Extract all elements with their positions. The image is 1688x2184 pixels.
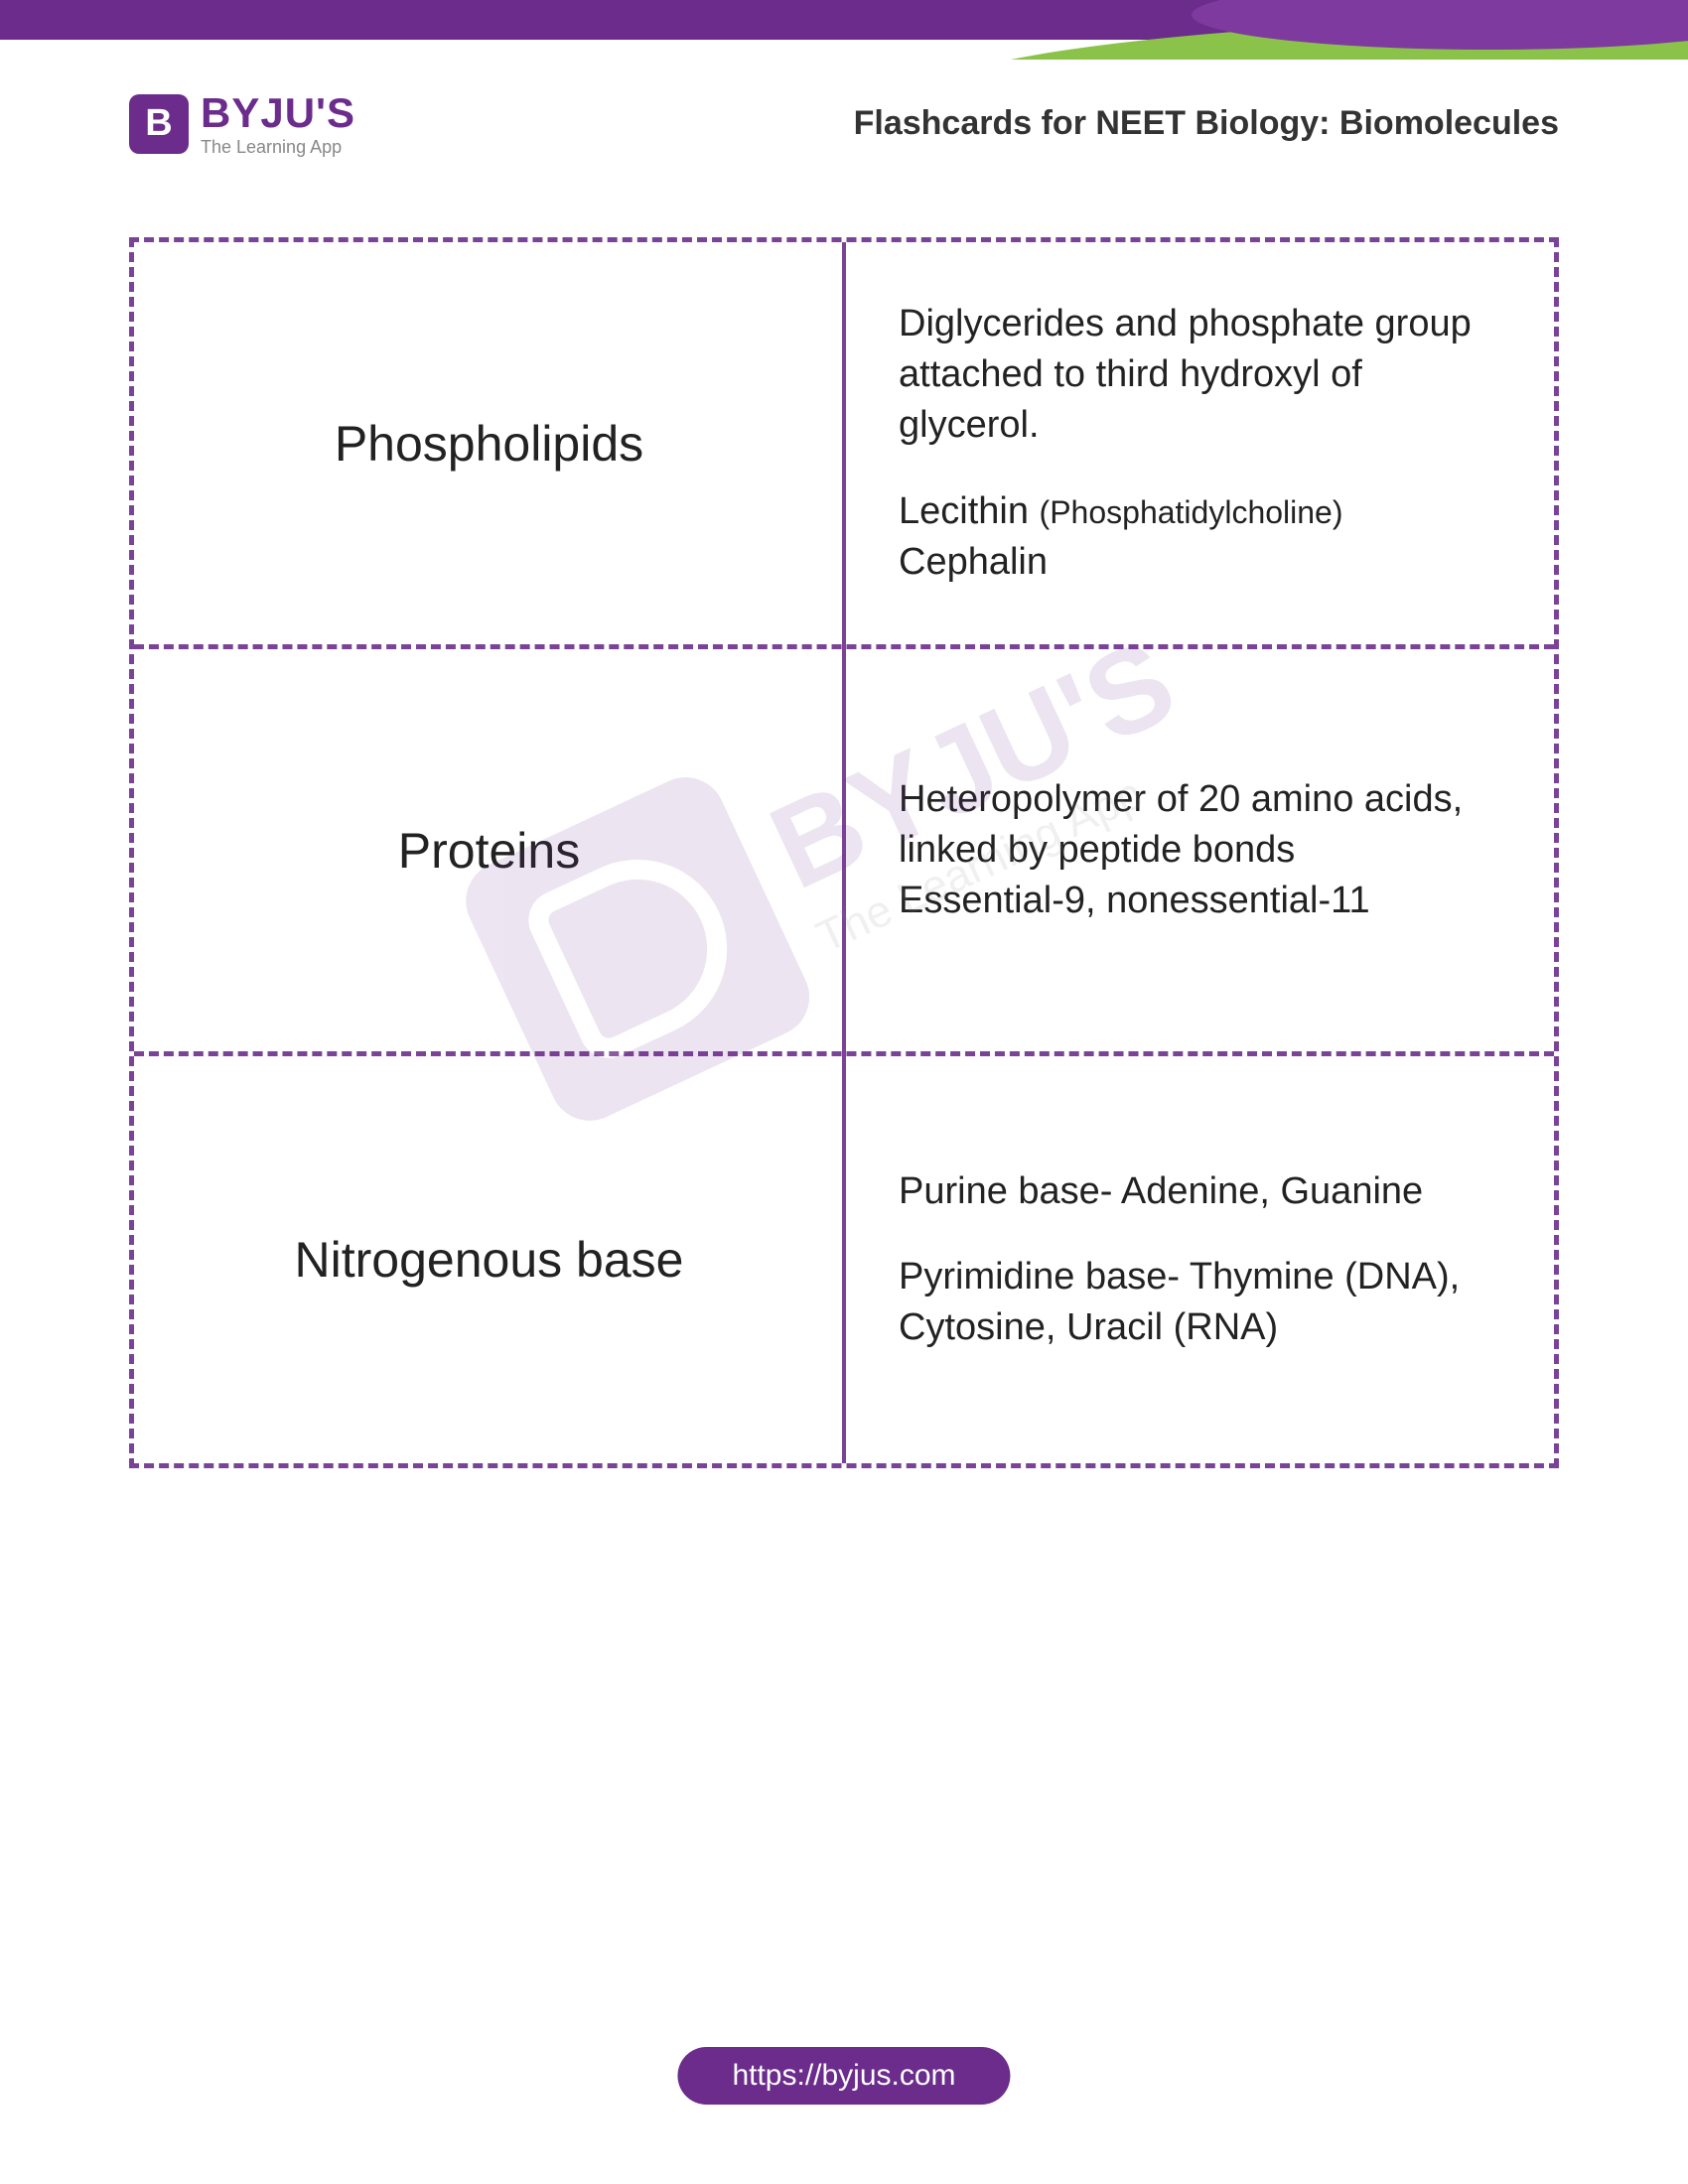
flashcard-definition-cell: Heteropolymer of 20 amino acids, linked …	[844, 649, 1554, 1051]
definition-block: Heteropolymer of 20 amino acids, linked …	[899, 774, 1499, 927]
flashcard-row: Proteins Heteropolymer of 20 amino acids…	[134, 649, 1554, 1056]
byjus-logo: B BYJU'S The Learning App	[129, 89, 355, 158]
page-footer: https://byjus.com	[677, 2047, 1010, 2105]
flashcard-term: Nitrogenous base	[295, 1231, 684, 1289]
logo-icon: B	[129, 94, 189, 154]
logo-tagline: The Learning App	[201, 137, 355, 158]
top-header-bar	[0, 0, 1688, 40]
flashcard-definition-cell: Diglycerides and phosphate group attache…	[844, 242, 1554, 644]
flashcard-row: Nitrogenous base Purine base- Adenine, G…	[134, 1056, 1554, 1463]
definition-block: Pyrimidine base- Thymine (DNA), Cytosine…	[899, 1252, 1499, 1354]
logo-text-block: BYJU'S The Learning App	[201, 89, 355, 158]
page-title: Flashcards for NEET Biology: Biomolecule…	[854, 104, 1559, 143]
header-curve-decoration	[993, 0, 1688, 60]
flashcard-term-cell: Phospholipids	[134, 242, 844, 644]
flashcard-term-cell: Nitrogenous base	[134, 1056, 844, 1463]
flashcard-row: Phospholipids Diglycerides and phosphate…	[134, 242, 1554, 649]
flashcard-definition: Purine base- Adenine, Guanine Pyrimidine…	[899, 1166, 1499, 1354]
definition-block: Diglycerides and phosphate group attache…	[899, 299, 1499, 452]
logo-brand-name: BYJU'S	[201, 89, 355, 137]
flashcard-table: BYJU'S The Learning App Phospholipids Di…	[129, 237, 1559, 1468]
definition-block: Lecithin (Phosphatidylcholine) Cephalin	[899, 486, 1499, 589]
flashcard-definition-cell: Purine base- Adenine, Guanine Pyrimidine…	[844, 1056, 1554, 1463]
definition-block: Purine base- Adenine, Guanine	[899, 1166, 1499, 1217]
flashcard-definition: Heteropolymer of 20 amino acids, linked …	[899, 774, 1499, 927]
page-header: B BYJU'S The Learning App Flashcards for…	[0, 40, 1688, 188]
flashcard-term-cell: Proteins	[134, 649, 844, 1051]
footer-url-pill[interactable]: https://byjus.com	[677, 2047, 1010, 2105]
flashcard-term: Proteins	[398, 822, 580, 880]
flashcard-term: Phospholipids	[335, 415, 643, 473]
flashcard-definition: Diglycerides and phosphate group attache…	[899, 299, 1499, 588]
